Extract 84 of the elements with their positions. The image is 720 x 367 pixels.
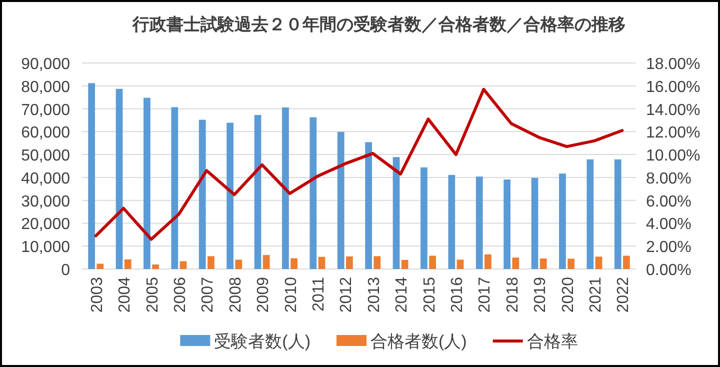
bar (476, 176, 483, 269)
bar (623, 256, 630, 269)
x-tick-label: 2015 (421, 276, 438, 313)
bar (282, 107, 289, 269)
bar (116, 88, 123, 269)
bar (540, 258, 547, 269)
x-tick-label: 2005 (144, 276, 162, 313)
x-tick-label: 2009 (255, 276, 272, 313)
bar (144, 98, 150, 269)
x-tick-label: 2018 (504, 276, 522, 313)
bar (448, 174, 456, 269)
x-tick-label: 2021 (587, 276, 604, 313)
bar (226, 122, 234, 269)
bar (559, 174, 566, 269)
chart-title: 行政書士試験過去２０年間の受験者数／合格者数／合格率の推移 (132, 15, 626, 34)
x-tick-label: 2017 (476, 276, 494, 313)
y2-tick-label: 12.00% (646, 124, 700, 142)
bar (374, 256, 381, 269)
x-tick-label: 2010 (282, 276, 300, 313)
x-tick-label: 2008 (227, 276, 244, 313)
bar (392, 157, 400, 269)
bar (310, 117, 317, 269)
x-tick-label: 2007 (200, 276, 217, 313)
bar (429, 256, 436, 269)
y-tick-label: 40,000 (21, 170, 70, 188)
bar (614, 159, 622, 269)
y-tick-label: 60,000 (21, 124, 70, 142)
x-tick-label: 2019 (532, 276, 550, 313)
bar (504, 180, 510, 269)
y-tick-label: 70,000 (21, 102, 70, 119)
bar (346, 256, 353, 269)
bar (290, 258, 298, 269)
y-tick-label: 20,000 (21, 216, 70, 234)
y2-tick-label: 4.00% (646, 216, 692, 234)
y2-tick-label: 8.00% (646, 170, 692, 188)
bar (88, 83, 95, 269)
bar (531, 178, 538, 269)
x-tick-label: 2014 (394, 276, 411, 313)
x-tick-label: 2003 (88, 276, 106, 313)
x-tick-label: 2011 (310, 276, 328, 312)
bar (337, 132, 344, 269)
bar (96, 264, 104, 269)
legend-label: 受験者数(人) (214, 332, 310, 351)
y-tick-label: 10,000 (21, 239, 70, 256)
y-tick-label: 50,000 (21, 148, 70, 165)
bar (208, 256, 214, 269)
y2-tick-label: 0.00% (646, 262, 692, 279)
y2-tick-label: 10.00% (646, 148, 700, 165)
x-tick-label: 2012 (338, 276, 356, 313)
x-tick-label: 2016 (448, 276, 466, 313)
bar (456, 260, 464, 269)
bar (595, 256, 602, 269)
y2-tick-label: 14.00% (646, 102, 700, 119)
y-tick-label: 90,000 (21, 56, 70, 73)
bar (152, 264, 159, 269)
x-tick-label: 2013 (366, 276, 383, 313)
y2-tick-label: 2.00% (646, 239, 692, 256)
y-tick-label: 30,000 (21, 193, 70, 210)
bar (171, 107, 178, 269)
bar (124, 259, 132, 269)
bar (512, 258, 520, 269)
y-tick-label: 80,000 (21, 78, 70, 96)
y2-tick-label: 18.00% (646, 56, 700, 73)
y2-tick-label: 6.00% (646, 193, 692, 210)
legend-label: 合格率 (526, 332, 578, 351)
bar (401, 260, 408, 269)
x-tick-label: 2006 (172, 276, 189, 313)
bar (235, 260, 242, 269)
bar (568, 258, 574, 269)
bar (586, 159, 594, 269)
bar (365, 142, 372, 269)
x-tick-label: 2020 (560, 276, 577, 313)
x-tick-label: 2004 (116, 276, 134, 313)
bar (254, 114, 262, 269)
x-tick-label: 2022 (615, 276, 632, 313)
bar (180, 261, 187, 269)
y-tick-label: 0 (61, 262, 70, 279)
bar (484, 254, 492, 269)
bar (318, 256, 326, 269)
bar (262, 255, 270, 269)
y2-tick-label: 16.00% (646, 78, 700, 96)
bar (198, 120, 206, 269)
bar (420, 167, 428, 269)
legend-label: 合格者数(人) (370, 332, 467, 351)
